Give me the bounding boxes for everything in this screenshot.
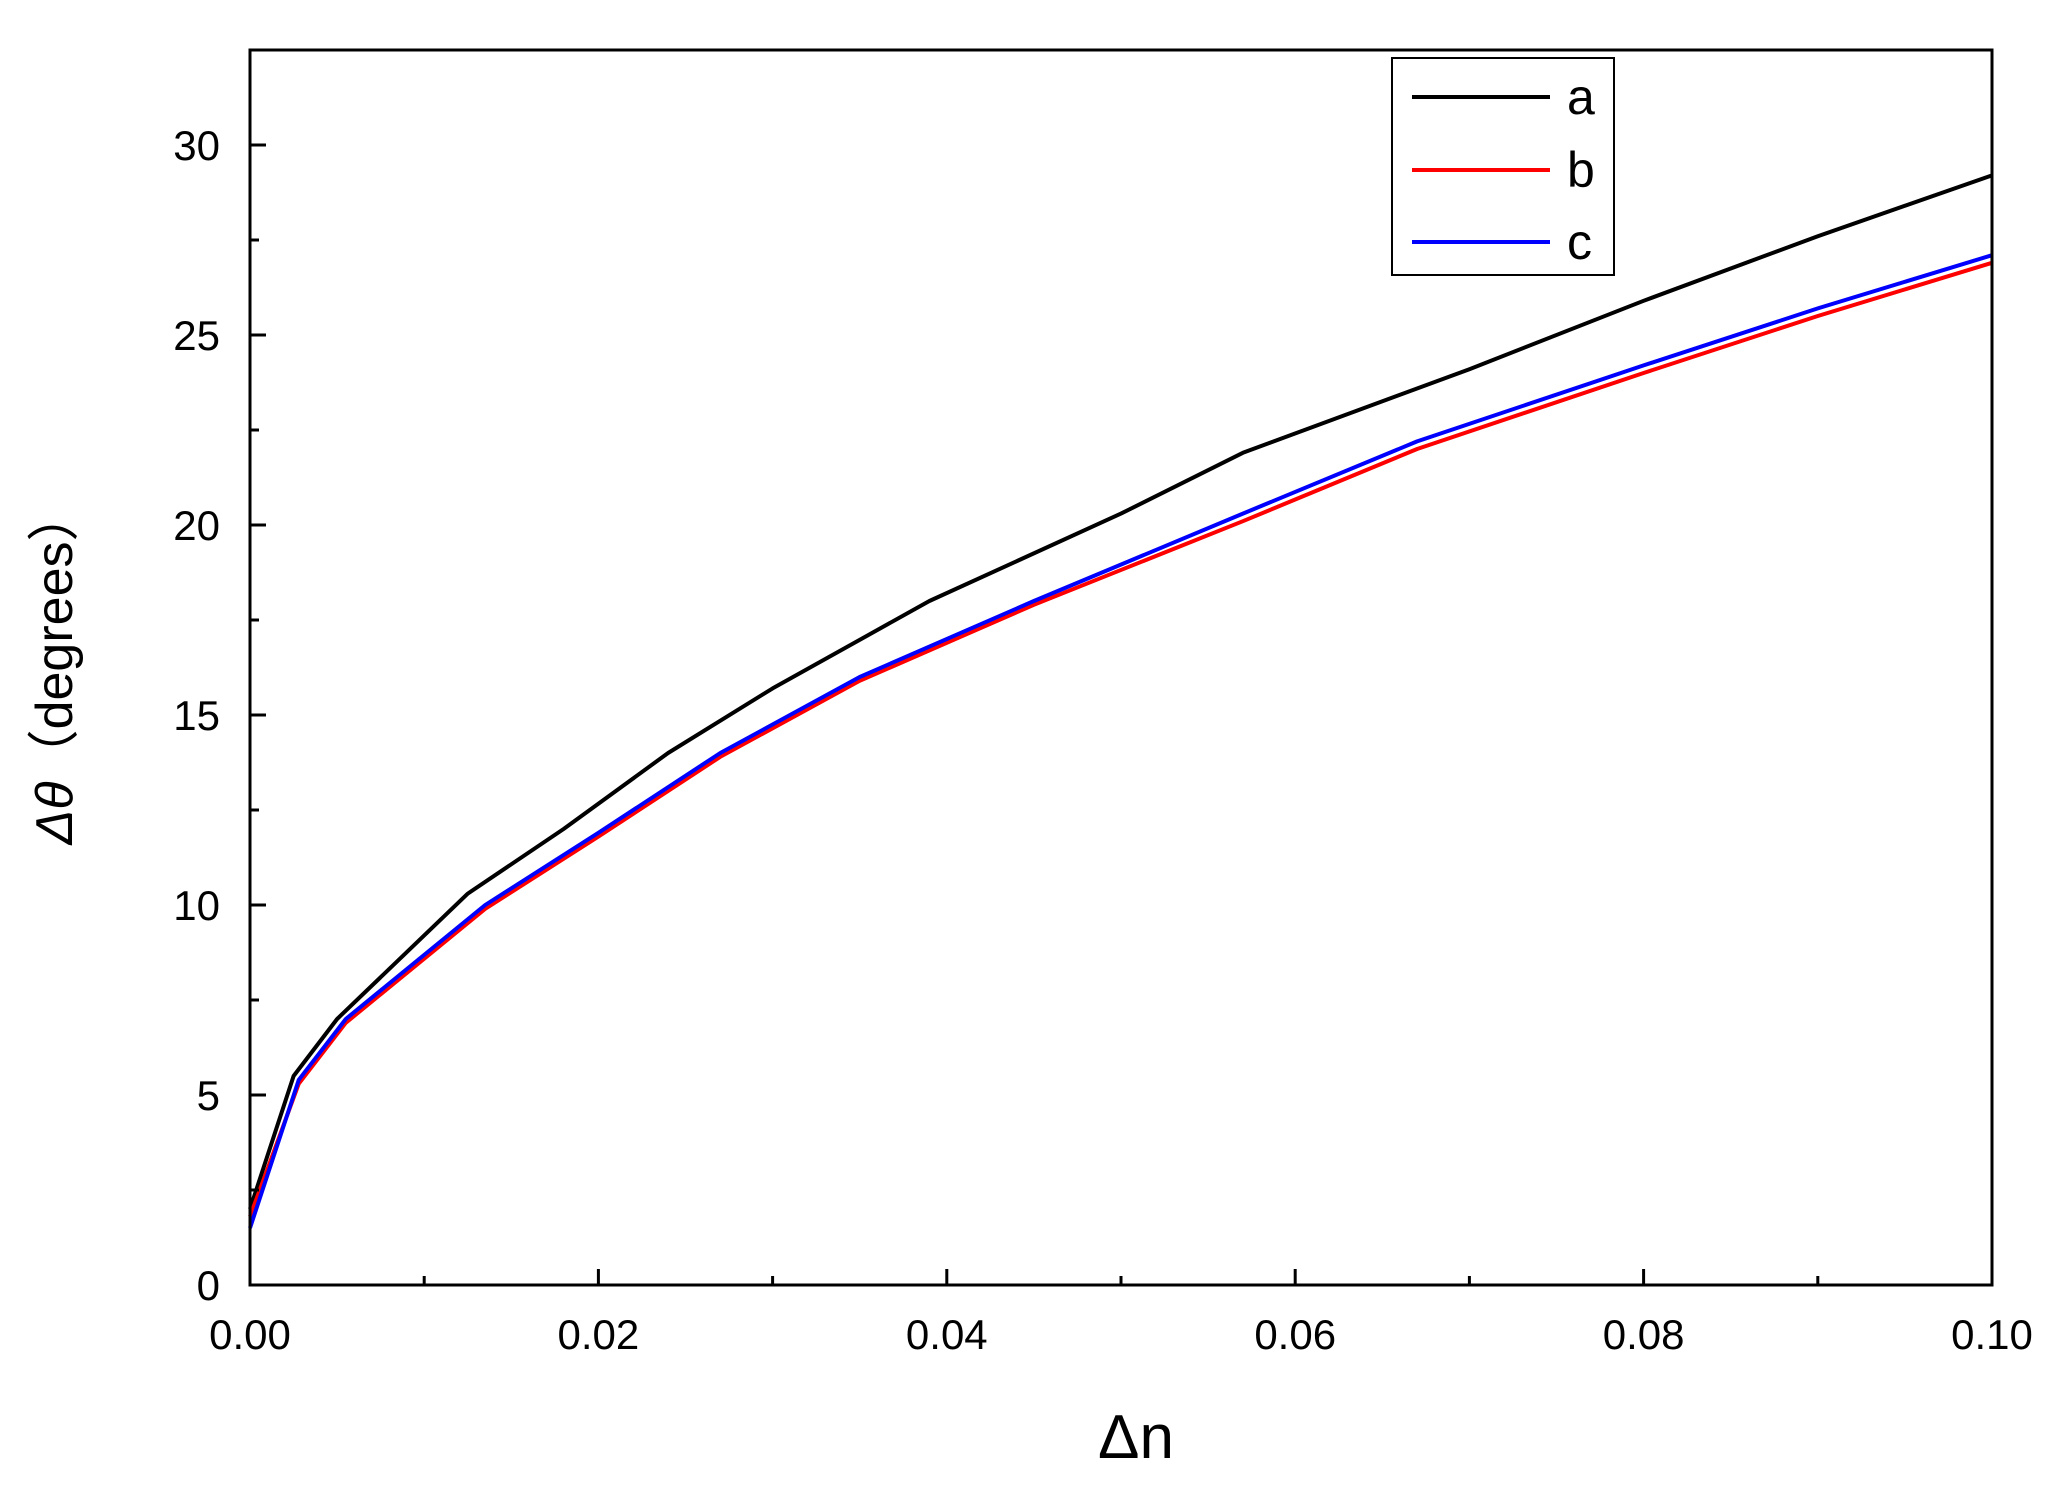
legend-box <box>1391 57 1615 276</box>
y-axis-title: Δθ（degrees） <box>26 489 84 846</box>
y-axis-unit: （degrees） <box>26 489 84 781</box>
x-tick-label: 0.08 <box>1603 1311 1685 1358</box>
y-tick-label: 5 <box>197 1072 220 1119</box>
series-layer <box>248 173 1993 1229</box>
x-tick-label: 0.02 <box>558 1311 640 1358</box>
series-line-c <box>248 253 1993 1229</box>
legend-label-a: a <box>1567 69 1595 125</box>
y-tick-label: 15 <box>173 692 220 739</box>
x-axis-ticks <box>248 1269 1994 1285</box>
series-line-a <box>248 173 1993 1210</box>
y-tick-label: 20 <box>173 502 220 549</box>
y-tick-label: 10 <box>173 882 220 929</box>
legend-label-c: c <box>1567 214 1592 270</box>
y-axis-symbol: Δθ <box>26 781 84 846</box>
y-axis-ticks <box>250 48 266 1287</box>
y-tick-label: 30 <box>173 122 220 169</box>
x-tick-label: 0.04 <box>906 1311 988 1358</box>
y-axis-tick-labels: 0 5 10 15 20 25 30 <box>173 122 220 1309</box>
y-tick-label: 25 <box>173 312 220 359</box>
x-tick-label: 0.10 <box>1951 1311 2033 1358</box>
x-tick-label: 0.00 <box>209 1311 291 1358</box>
x-tick-label: 0.06 <box>1254 1311 1336 1358</box>
x-axis-tick-labels: 0.00 0.02 0.04 0.06 0.08 0.10 <box>209 1311 2033 1358</box>
legend: a b c <box>1391 57 1615 276</box>
y-tick-label: 0 <box>197 1262 220 1309</box>
legend-label-b: b <box>1567 142 1595 198</box>
series-line-b <box>248 260 1993 1218</box>
x-axis-title: Δn <box>1098 1403 1174 1472</box>
